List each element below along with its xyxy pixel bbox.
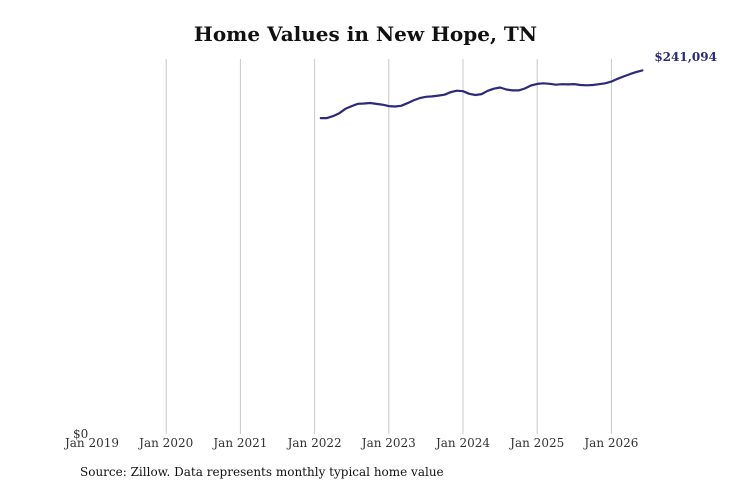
y-axis-ticks: $0 [73,427,88,441]
chart-title: Home Values in New Hope, TN [193,22,538,46]
x-tick-label: Jan 2024 [434,436,490,450]
x-tick-label: Jan 2025 [508,436,564,450]
gridlines [165,59,612,434]
x-tick-label: Jan 2021 [211,436,267,450]
data-labels: $241,094 [654,50,717,64]
x-tick-label: Jan 2022 [286,436,342,450]
x-tick-label: Jan 2023 [360,436,416,450]
x-tick-label: Jan 2020 [137,436,193,450]
source-note: Source: Zillow. Data represents monthly … [80,465,444,479]
series-group [319,69,644,120]
end-value-label: $241,094 [654,50,717,64]
x-tick-label: Jan 2026 [582,436,638,450]
x-axis-ticks: Jan 2019 Jan 2020 Jan 2021 Jan 2022 Jan 2023… [63,436,638,450]
y-tick-label: $0 [73,427,88,441]
x-tick-label: Jan 2019 [63,436,119,450]
series-line [319,69,644,120]
